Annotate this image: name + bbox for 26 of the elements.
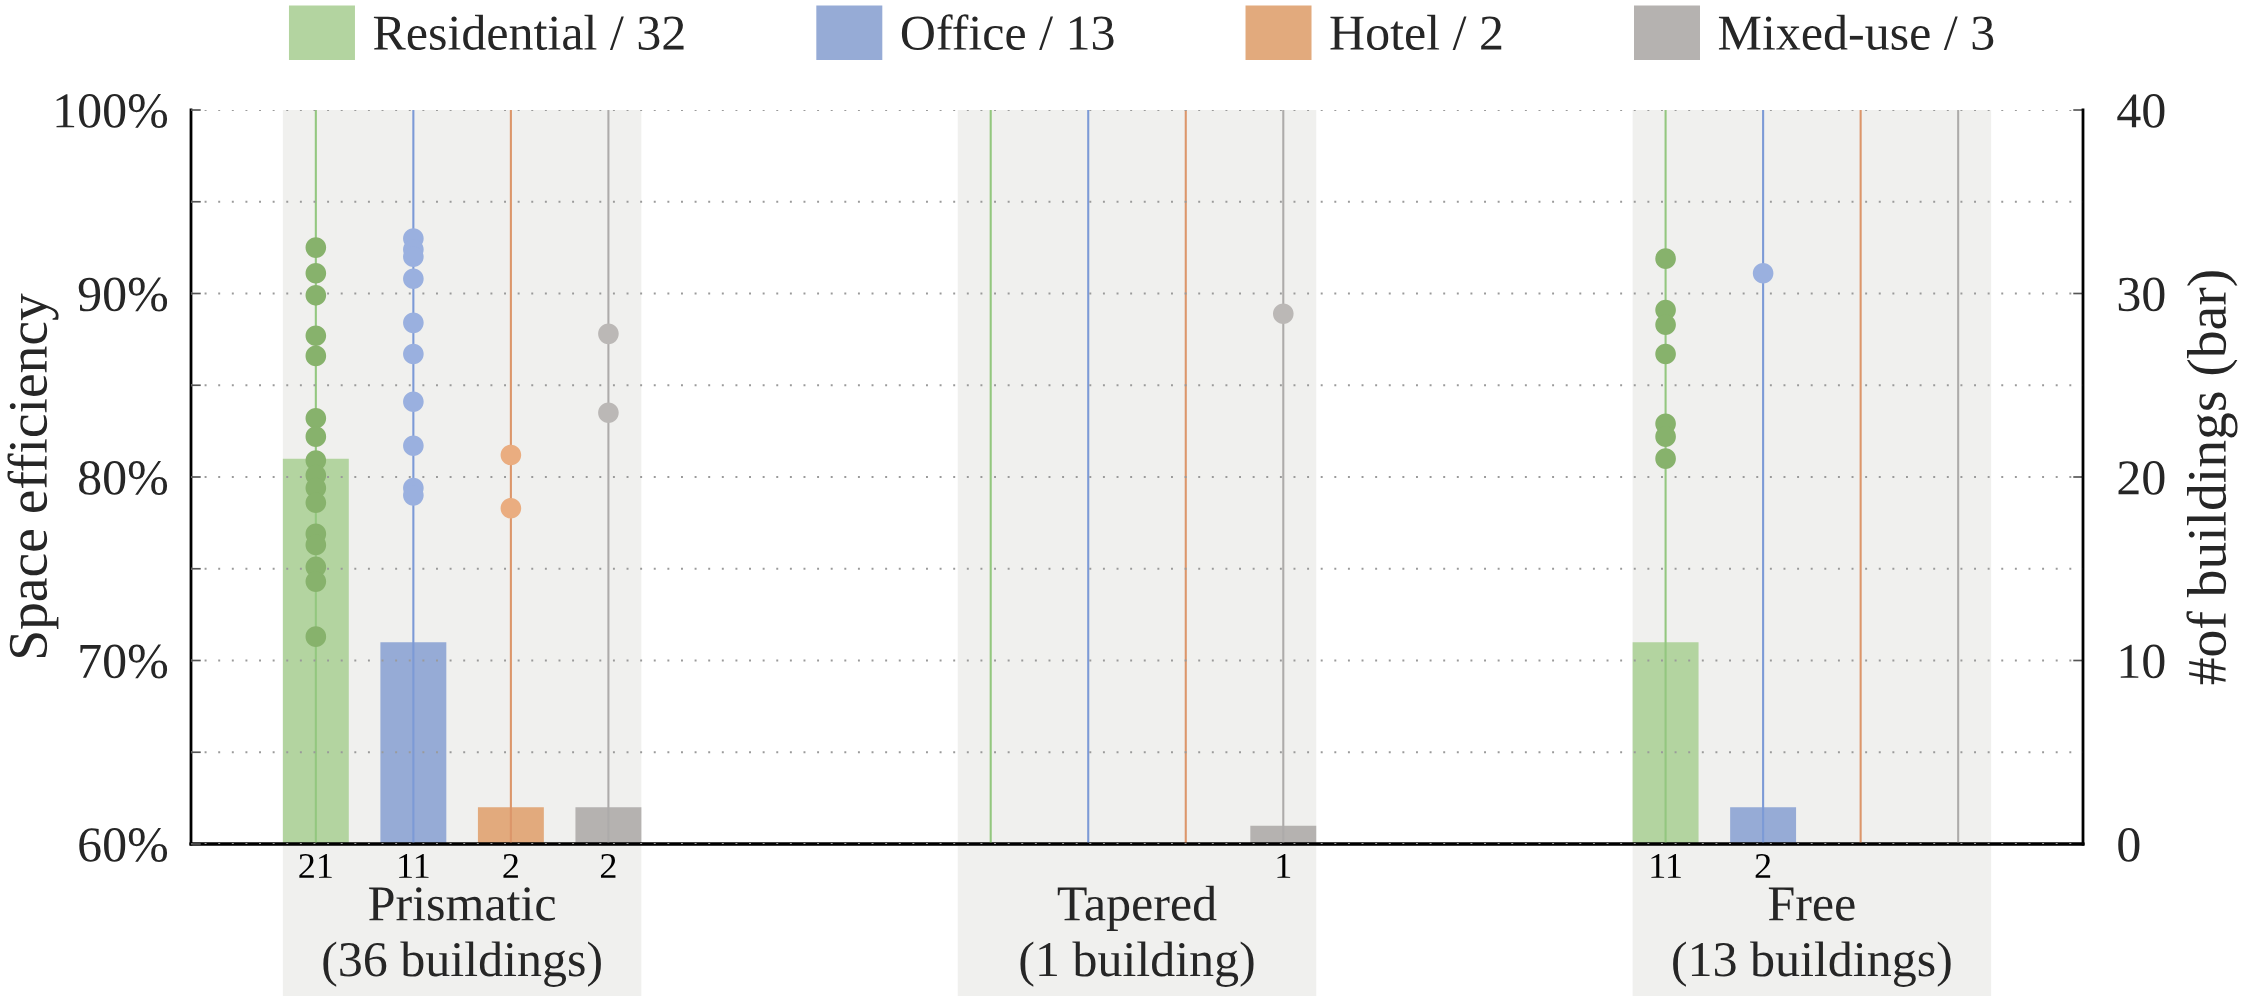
y-tick-label: 80% — [79, 461, 168, 495]
legend-label: Mixed-use / 3 — [1718, 14, 1994, 51]
y-axis-title: Space efficiency — [7, 293, 59, 658]
y-tick-label: 60% — [79, 828, 168, 862]
data-label: 11 — [399, 854, 429, 878]
y-tick-label: 100% — [56, 94, 168, 128]
data-label: 21 — [299, 853, 332, 878]
y2-tick-label: 30 — [2118, 277, 2165, 312]
y-tick-label: 90% — [78, 277, 168, 312]
data-label: 2 — [1755, 853, 1771, 878]
y-tick-label: 70% — [80, 644, 168, 679]
data-label: 1 — [1277, 854, 1291, 878]
x-tick-label: Free (13 buildings) — [1673, 887, 1951, 987]
y2-tick-label: 40 — [2117, 94, 2165, 128]
data-label: 2 — [600, 853, 616, 878]
x-tick-label: Prismatic (36 buildings) — [323, 887, 601, 987]
y2-tick-label: 0 — [2118, 828, 2140, 862]
data-label: 2 — [503, 853, 518, 878]
y2-tick-label: 10 — [2120, 644, 2165, 679]
y2-tick-label: 20 — [2118, 461, 2165, 495]
x-tick-label: Tapered (1 building) — [1020, 885, 1254, 987]
data-label: 11 — [1651, 854, 1681, 878]
legend-label: Residential / 32 — [373, 14, 684, 51]
legend-label: Hotel / 2 — [1330, 14, 1502, 51]
y2-axis-title: #of buildings (bar) — [2186, 271, 2238, 685]
legend-label: Office / 13 — [901, 14, 1114, 51]
